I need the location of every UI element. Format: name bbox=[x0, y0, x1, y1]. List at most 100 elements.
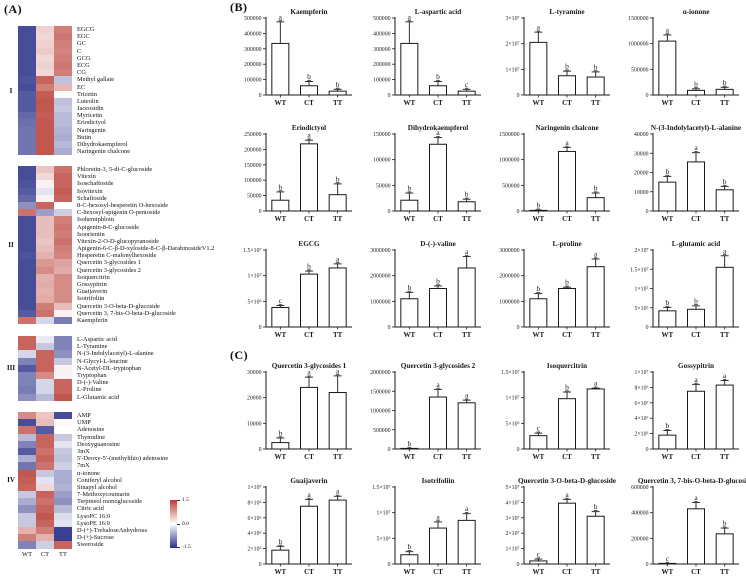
significance-letter: c bbox=[666, 554, 670, 563]
category-label: WT bbox=[661, 215, 673, 223]
heatmap-row-label: Thymidine bbox=[77, 433, 106, 441]
heatmap-row-label: N-Acetyl-DL-tryptophan bbox=[77, 364, 142, 372]
heatmap-cell bbox=[36, 223, 54, 231]
y-tick-label: 0 bbox=[646, 325, 649, 331]
bar bbox=[687, 308, 705, 328]
category-label: CT bbox=[433, 99, 443, 107]
heatmap-row-label: GC bbox=[77, 40, 86, 48]
significance-letter: b bbox=[694, 296, 698, 305]
heatmap-cell bbox=[18, 512, 36, 520]
heatmap-row-label: Isoorientin bbox=[77, 230, 105, 238]
heatmap-cell bbox=[54, 105, 72, 113]
y-tick-label: 300000 bbox=[244, 47, 261, 53]
y-tick-label: 200000 bbox=[244, 62, 261, 68]
category-label: TT bbox=[591, 568, 601, 576]
heatmap-cell bbox=[36, 26, 54, 34]
heatmap-cell bbox=[36, 105, 54, 113]
y-tick-label: 1.5×10⁷ bbox=[372, 485, 390, 491]
heatmap-cell bbox=[54, 462, 72, 470]
bar bbox=[687, 508, 705, 565]
significance-letter: b bbox=[307, 72, 311, 81]
heatmap-cell bbox=[54, 519, 72, 527]
heatmap-cell bbox=[36, 180, 54, 188]
heatmap-cell bbox=[18, 90, 36, 98]
heatmap-cell bbox=[18, 252, 36, 260]
chart-title: Quercetin 3-glycosides 2 bbox=[401, 362, 476, 370]
category-label: CT bbox=[433, 331, 443, 339]
bar bbox=[558, 75, 576, 96]
heatmap-cell bbox=[18, 527, 36, 535]
heatmap-cell bbox=[54, 230, 72, 238]
category-label: CT bbox=[691, 453, 701, 461]
bar bbox=[715, 266, 734, 328]
heatmap-row-label: Tricetin bbox=[77, 90, 98, 98]
category-label: CT bbox=[433, 215, 443, 223]
heatmap-cell bbox=[36, 519, 54, 527]
heatmap-row-label: 7-Methoxycoumarin bbox=[77, 491, 130, 499]
heatmap-cell bbox=[18, 40, 36, 48]
heatmap-row-label: L-Aspartic acid bbox=[77, 336, 117, 343]
bar bbox=[429, 143, 447, 212]
bar bbox=[328, 392, 347, 450]
bar bbox=[715, 189, 734, 212]
heatmap-row: Thymidine bbox=[18, 433, 168, 441]
colorbar-tick bbox=[177, 547, 180, 548]
significance-letter: a bbox=[336, 487, 340, 496]
heatmap-cell bbox=[36, 33, 54, 41]
y-tick-label: 1×10⁷ bbox=[506, 547, 520, 553]
y-tick-label: 3000000 bbox=[370, 248, 390, 254]
y-tick-label: 500000 bbox=[373, 428, 390, 434]
heatmap-cell bbox=[18, 469, 36, 477]
heatmap-cell bbox=[36, 364, 54, 372]
heatmap-cell bbox=[36, 419, 54, 427]
significance-letter: b bbox=[565, 278, 569, 287]
heatmap-row-label: ECG bbox=[77, 61, 90, 69]
heatmap-row-label: α-ionone bbox=[77, 469, 100, 477]
colorbar-gradient bbox=[170, 500, 177, 548]
heatmap-cell bbox=[54, 336, 72, 344]
heatmap-row: Myricetin bbox=[18, 112, 130, 120]
heatmap-cell bbox=[18, 245, 36, 253]
significance-letter: a bbox=[279, 12, 283, 21]
bar bbox=[586, 76, 605, 96]
significance-letter: a bbox=[336, 366, 340, 375]
significance-letter: a bbox=[436, 128, 440, 137]
y-tick-label: 3×10⁷ bbox=[506, 16, 520, 22]
heatmap-row-label: AMP bbox=[77, 412, 91, 419]
category-label: CT bbox=[304, 453, 314, 461]
heatmap-row: Citric acid bbox=[18, 505, 168, 513]
category-label: CT bbox=[304, 331, 314, 339]
bar bbox=[300, 273, 318, 328]
category-label: WT bbox=[274, 215, 286, 223]
heatmap-cell bbox=[18, 462, 36, 470]
y-tick-label: 0 bbox=[259, 562, 262, 568]
y-tick-label: 0 bbox=[517, 447, 520, 453]
heatmap-row-label: Isoschaftoside bbox=[77, 180, 114, 188]
category-label: CT bbox=[304, 568, 314, 576]
heatmap-cell bbox=[54, 309, 72, 317]
heatmap-cell bbox=[36, 141, 54, 149]
heatmap-cell bbox=[36, 97, 54, 106]
heatmap-row: Isoorientin bbox=[18, 230, 214, 238]
significance-letter: b bbox=[436, 276, 440, 285]
heatmap-row-label: Apigenin-8-C-glucoside bbox=[77, 223, 140, 231]
heatmap-cell bbox=[54, 541, 72, 549]
chart-title: N-(3-Indolylacetyl)-L-alanine bbox=[651, 124, 741, 132]
heatmap-cell bbox=[18, 61, 36, 70]
heatmap-cell bbox=[36, 216, 54, 224]
significance-letter: a bbox=[723, 246, 727, 255]
heatmap-cell bbox=[18, 386, 36, 394]
y-tick-label: 200000 bbox=[631, 536, 648, 542]
heatmap-cell bbox=[54, 173, 72, 181]
category-label: WT bbox=[403, 568, 415, 576]
heatmap-row-label: Vitexin-2-O-D-glucopyranoside bbox=[77, 237, 159, 245]
heatmap-row-label: Gossypitrin bbox=[77, 281, 107, 288]
heatmap-panel: I EGCG EGC GC C GCG ECG CG Methyl gallate EC Trice… bbox=[0, 0, 228, 588]
y-tick-label: 2000000 bbox=[499, 274, 519, 280]
heatmap-cell bbox=[54, 266, 72, 274]
heatmap-row-label: Hesperetin C-malonylhexoside bbox=[77, 252, 157, 260]
significance-letter: b bbox=[278, 537, 282, 546]
heatmap-cell bbox=[18, 281, 36, 289]
y-tick-label: 1500000 bbox=[628, 16, 648, 22]
heatmap-cell bbox=[36, 302, 54, 310]
